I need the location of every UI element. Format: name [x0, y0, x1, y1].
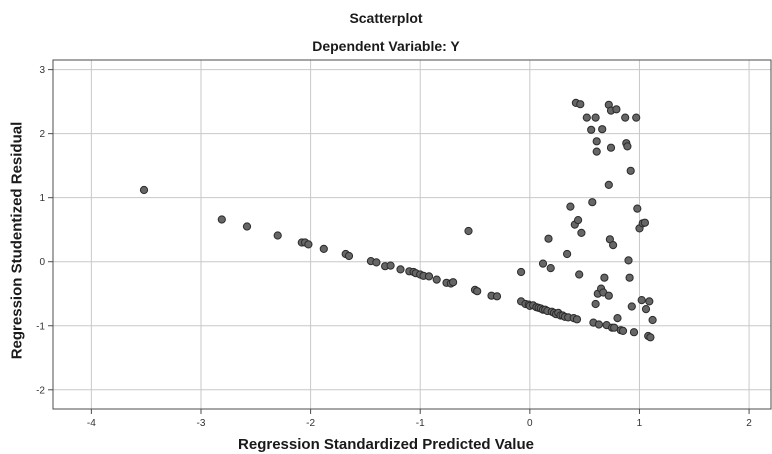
data-point: [546, 264, 555, 273]
data-point: [594, 320, 604, 329]
data-point: [432, 275, 441, 284]
data-point: [637, 296, 646, 305]
data-point: [396, 265, 405, 274]
data-point: [625, 273, 634, 282]
x-tick-label: 2: [746, 418, 752, 429]
data-point: [473, 287, 482, 296]
y-tick-label: 0: [39, 257, 45, 268]
data-point: [604, 180, 613, 189]
data-point: [624, 256, 633, 265]
data-point: [424, 272, 434, 281]
data-point: [606, 143, 616, 152]
data-point: [386, 261, 395, 270]
y-tick-label: -1: [36, 321, 45, 332]
data-point: [618, 326, 628, 335]
data-point: [621, 113, 630, 122]
data-point: [600, 273, 609, 282]
plot-area-frame: [52, 59, 772, 410]
data-point: [591, 113, 600, 122]
data-point: [609, 241, 618, 250]
data-point: [648, 315, 657, 325]
data-point: [592, 147, 601, 156]
chart-title: Scatterplot: [349, 10, 423, 26]
data-point: [591, 299, 600, 309]
data-point: [623, 142, 632, 151]
data-point: [372, 258, 381, 267]
data-points: [139, 98, 657, 342]
data-point: [633, 204, 642, 213]
data-point: [242, 222, 252, 231]
data-point: [563, 249, 572, 259]
x-tick-label: -3: [197, 418, 206, 429]
data-point: [575, 270, 584, 279]
data-point: [613, 314, 622, 323]
data-point: [273, 231, 282, 240]
data-point: [139, 185, 149, 195]
data-point: [604, 291, 613, 300]
y-tick-label: 2: [39, 129, 45, 140]
grid-lines: [53, 60, 771, 409]
y-axis-label: Regression Studentized Residual: [8, 121, 26, 360]
data-point: [572, 315, 582, 324]
data-point: [646, 333, 655, 342]
data-point: [319, 244, 328, 253]
data-point: [627, 302, 636, 311]
data-point: [626, 166, 635, 175]
chart-subtitle: Dependent Variable: Y: [312, 38, 460, 54]
y-tick-label: -2: [36, 385, 45, 396]
x-tick-label: -1: [416, 418, 425, 429]
y-tick-label: 3: [39, 65, 45, 76]
data-point: [629, 328, 639, 337]
data-point: [217, 215, 226, 224]
x-tick-label: -2: [306, 418, 315, 429]
data-point: [598, 125, 607, 134]
data-point: [544, 234, 553, 243]
x-tick-label: -4: [87, 418, 96, 429]
data-point: [641, 305, 651, 314]
data-point: [566, 202, 575, 211]
data-point: [632, 113, 641, 122]
data-point: [645, 297, 654, 306]
data-point: [574, 216, 583, 225]
data-point: [587, 125, 596, 134]
data-point: [517, 267, 526, 277]
data-point: [577, 228, 586, 237]
data-point: [449, 278, 458, 287]
x-tick-label: 1: [637, 418, 643, 429]
data-point: [538, 259, 548, 268]
data-point: [592, 137, 601, 146]
data-point: [304, 240, 313, 249]
data-point: [582, 113, 591, 122]
data-point: [576, 100, 585, 109]
axis-ticks: -4 -3 -2 -1 0 1 2 -2 -1 0 1 2 3: [36, 65, 752, 429]
data-point: [640, 218, 650, 227]
data-point: [344, 251, 354, 261]
data-point: [588, 198, 597, 207]
x-axis-label: Regression Standardized Predicted Value: [238, 436, 534, 453]
data-point: [612, 105, 621, 114]
data-point: [492, 292, 502, 301]
y-tick-label: 1: [39, 193, 45, 204]
x-tick-label: 0: [527, 418, 533, 429]
data-point: [464, 226, 473, 236]
